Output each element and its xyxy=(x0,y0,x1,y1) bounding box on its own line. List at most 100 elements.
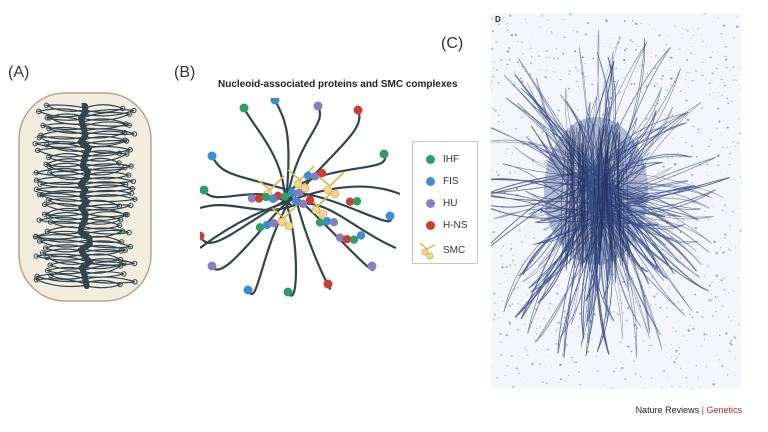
legend-label-hns: H-NS xyxy=(443,219,468,231)
speckle xyxy=(685,141,688,144)
micrograph-loop xyxy=(491,195,597,217)
speckle xyxy=(612,370,616,373)
micrograph-loop xyxy=(587,111,689,215)
speckle xyxy=(689,325,691,327)
speckle xyxy=(586,21,589,25)
speckle xyxy=(640,376,642,378)
speckle xyxy=(728,350,731,352)
speckle xyxy=(733,335,735,337)
speckle xyxy=(727,170,729,172)
micrograph-core-strands xyxy=(559,123,629,273)
speckle xyxy=(586,333,588,335)
speckle xyxy=(607,86,609,88)
dna-loop-tip xyxy=(118,248,124,254)
speckle xyxy=(736,298,738,300)
speckle xyxy=(657,326,659,328)
speckle xyxy=(517,328,519,331)
speckle xyxy=(679,90,682,93)
speckle xyxy=(711,281,713,284)
speckle xyxy=(508,322,511,325)
speckle xyxy=(724,55,727,58)
dna-loop-tip xyxy=(32,234,39,240)
speckle xyxy=(618,91,621,94)
speckle xyxy=(645,45,647,47)
strand-end-protein xyxy=(207,261,217,271)
speckle xyxy=(649,303,653,307)
speckle xyxy=(556,284,559,287)
bound-protein xyxy=(345,197,355,206)
speckle xyxy=(707,218,710,221)
speckle xyxy=(503,120,505,122)
speckle xyxy=(497,316,500,319)
speckle xyxy=(548,307,550,310)
speckle xyxy=(651,189,653,191)
speckle xyxy=(615,67,618,70)
speckle xyxy=(613,311,615,313)
speckle xyxy=(729,250,731,252)
speckle xyxy=(656,83,658,85)
speckle xyxy=(733,178,735,180)
speckle xyxy=(616,312,618,314)
dna-loop xyxy=(84,227,130,235)
panel-a-label: (A) xyxy=(8,64,30,81)
micrograph-loop xyxy=(491,168,594,195)
speckle xyxy=(693,201,696,204)
speckle xyxy=(491,17,493,20)
speckle xyxy=(701,34,702,36)
speckle xyxy=(543,313,545,315)
speckle xyxy=(575,66,577,69)
speckle xyxy=(632,122,634,124)
speckle xyxy=(685,339,688,341)
dna-loop xyxy=(34,141,86,148)
speckle xyxy=(501,300,504,303)
speckle xyxy=(692,125,695,128)
speckle xyxy=(555,48,558,50)
speckle xyxy=(540,68,542,70)
dna-loop-tip xyxy=(48,272,54,279)
speckle xyxy=(670,356,673,359)
speckle xyxy=(709,138,712,141)
speckle xyxy=(611,319,612,321)
speckle xyxy=(491,61,493,63)
speckle xyxy=(567,375,570,377)
speckle xyxy=(553,103,555,105)
speckle xyxy=(521,56,523,58)
speckle xyxy=(571,356,573,359)
speckle xyxy=(491,233,492,235)
speckle xyxy=(603,46,605,47)
strand-end-protein xyxy=(323,279,333,289)
speckle xyxy=(730,100,734,103)
speckle xyxy=(723,84,727,87)
dna-loop-tip xyxy=(36,134,42,141)
micrograph-loop xyxy=(585,189,702,266)
speckle xyxy=(652,110,654,111)
bound-protein xyxy=(254,194,264,203)
dna-loop xyxy=(33,168,86,176)
micrograph-core-strand xyxy=(566,135,577,262)
speckle xyxy=(704,210,706,213)
bound-protein xyxy=(349,235,359,244)
dna-loop xyxy=(84,258,135,266)
speckle xyxy=(532,33,534,35)
dna-loop xyxy=(37,192,86,202)
speckle xyxy=(674,357,678,360)
speckle xyxy=(545,57,547,59)
bound-protein xyxy=(287,188,297,197)
speckle xyxy=(694,293,697,296)
speckle xyxy=(500,58,503,61)
speckle xyxy=(493,292,496,295)
speckle xyxy=(738,324,740,326)
speckle xyxy=(653,295,656,298)
bound-protein xyxy=(329,218,339,227)
speckle xyxy=(631,20,634,22)
speckle xyxy=(661,386,663,388)
speckle xyxy=(653,84,656,88)
speckle xyxy=(701,40,704,43)
speckle xyxy=(727,316,730,318)
speckle xyxy=(703,332,705,334)
speckle xyxy=(736,25,739,28)
speckle xyxy=(715,67,718,69)
speckle xyxy=(689,120,691,122)
smc-arm xyxy=(287,165,315,182)
dna-strand xyxy=(286,104,321,202)
